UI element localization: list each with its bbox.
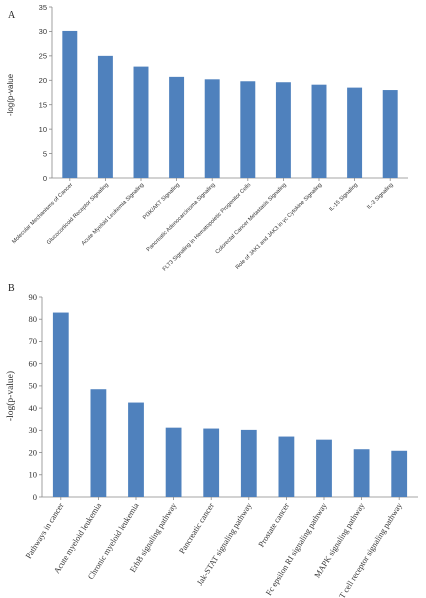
- chart-b-bars: [52, 312, 408, 497]
- bar: [90, 389, 107, 497]
- category-label: IL-15 Signaling: [328, 182, 359, 213]
- category-label: Pancreatic Adenocarcinoma Signaling: [146, 182, 217, 253]
- category-label: Pancreatic cancer: [177, 501, 216, 555]
- bar: [391, 450, 408, 497]
- bar: [347, 87, 363, 178]
- bar: [311, 84, 327, 178]
- y-tick-label: 80: [29, 314, 38, 324]
- bar: [204, 79, 220, 178]
- category-label: T cell receptor signaling pathway: [337, 501, 404, 598]
- y-tick-label: 50: [29, 381, 38, 391]
- bar: [240, 429, 257, 497]
- chart-b-y-ticks: 0 10 20 30 40 50 60 70 80 90: [29, 292, 42, 502]
- y-tick-label: 20: [39, 76, 47, 85]
- chart-a-panel-label: A: [8, 10, 16, 21]
- bar: [316, 439, 332, 497]
- category-label: Acute Myeloid Leukemia Signaling: [81, 182, 146, 247]
- category-label: Prostate cancer: [257, 501, 291, 549]
- y-tick-label: 25: [39, 52, 47, 61]
- bar: [62, 30, 78, 178]
- bar: [97, 55, 113, 178]
- bar: [133, 66, 149, 178]
- chart-a-bars: [62, 30, 398, 178]
- bar: [353, 449, 370, 497]
- y-tick-label: 35: [39, 3, 47, 12]
- chart-a: A -log(p-value 0 5 10 15 20 25 30 35 Molecular …: [6, 3, 408, 273]
- category-label: Pathways in cancer: [24, 501, 66, 560]
- category-label: Glucocorticoid Receptor Signaling: [46, 182, 110, 246]
- category-label: Role of JAK1 and JAK3 in γc Cytokine Sig…: [235, 182, 324, 271]
- chart-b-panel-label: B: [8, 283, 15, 294]
- y-tick-label: 60: [29, 358, 38, 368]
- y-tick-label: 30: [39, 27, 47, 36]
- bar: [240, 81, 256, 178]
- y-tick-label: 90: [29, 292, 38, 302]
- bar: [52, 312, 69, 497]
- bar: [165, 427, 182, 497]
- category-label: PI3K/AKT Signaling: [142, 182, 181, 221]
- y-tick-label: 20: [29, 447, 38, 457]
- bar: [382, 90, 398, 178]
- y-tick-label: 10: [39, 125, 47, 134]
- bar: [275, 82, 291, 178]
- y-tick-label: 0: [33, 492, 37, 502]
- chart-b: B -log(p-value) 0 10 20 30 40 50 60 70 80 90 Path…: [5, 283, 418, 598]
- y-tick-label: 40: [29, 403, 38, 413]
- chart-a-category-labels: Molecular Mechanisms of CancerGlucocorti…: [11, 182, 394, 272]
- category-label: Colorectal Cancer Metastasis Signaling: [215, 182, 288, 255]
- chart-a-y-axis-label: -log(p-value: [6, 73, 15, 116]
- chart-a-y-ticks: 0 5 10 15 20 25 30 35: [39, 3, 52, 183]
- category-label: Molecular Mechanisms of Cancer: [11, 182, 74, 245]
- y-tick-label: 70: [29, 336, 38, 346]
- bar: [169, 76, 185, 178]
- y-tick-label: 0: [43, 174, 47, 183]
- y-tick-label: 30: [29, 425, 38, 435]
- chart-b-y-axis-label: -log(p-value): [5, 371, 16, 421]
- bar: [128, 402, 144, 497]
- bar: [203, 428, 220, 497]
- y-tick-label: 15: [39, 101, 47, 110]
- bar: [278, 436, 295, 497]
- y-tick-label: 10: [29, 470, 38, 480]
- category-label: IL-3 Signaling: [366, 182, 394, 210]
- y-tick-label: 5: [43, 149, 47, 158]
